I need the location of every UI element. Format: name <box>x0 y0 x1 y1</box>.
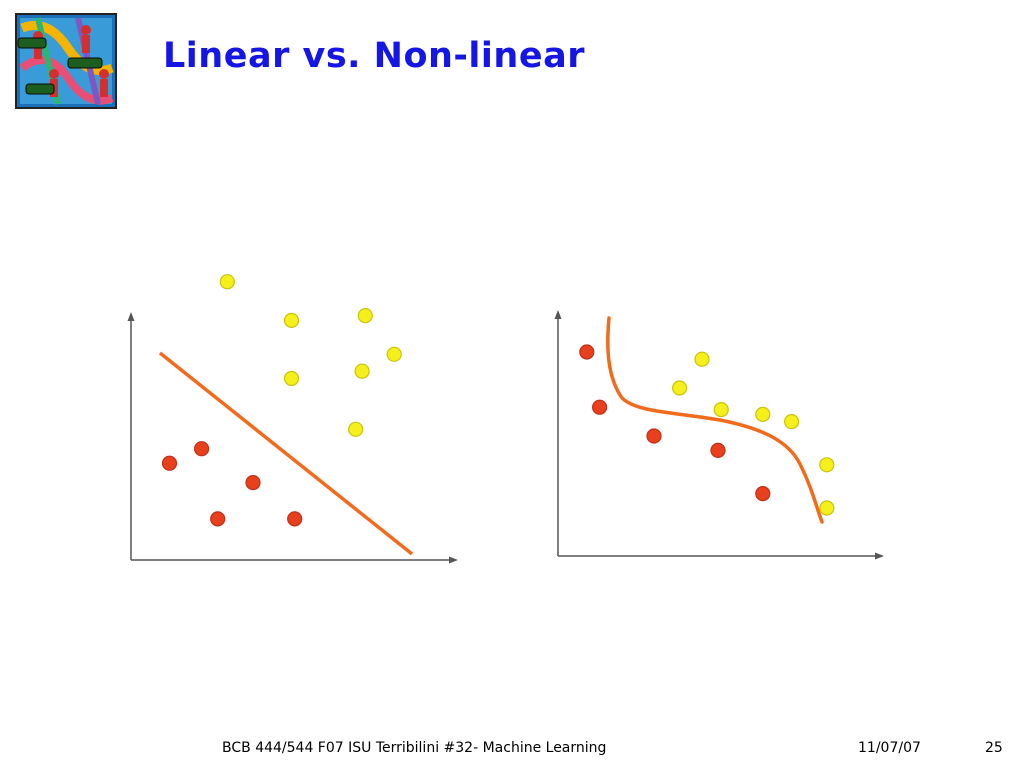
yellow-point <box>694 351 710 367</box>
red-point <box>710 442 726 458</box>
yellow-point <box>354 363 370 379</box>
yellow-point <box>713 402 729 418</box>
linear-decision-boundary <box>158 351 414 556</box>
dna-people-clipart-icon <box>15 13 117 109</box>
y-axis-arrowhead <box>127 312 135 321</box>
red-point <box>287 511 303 527</box>
red-point <box>579 344 595 360</box>
yellow-point <box>357 308 373 324</box>
x-axis-arrowhead <box>449 556 458 564</box>
red-point <box>646 428 662 444</box>
slide-title: Linear vs. Non-linear <box>163 36 585 76</box>
data-points <box>161 274 835 527</box>
nonlinear-decision-boundary <box>606 316 824 524</box>
footer-page-number: 25 <box>985 740 1003 756</box>
footer-date: 11/07/07 <box>858 740 921 756</box>
red-point <box>755 486 771 502</box>
yellow-point <box>283 370 300 387</box>
yellow-point <box>219 274 235 290</box>
yellow-point <box>348 421 364 437</box>
red-point <box>194 441 210 457</box>
footer-course: BCB 444/544 F07 ISU Terribilini #32- Mac… <box>222 740 607 756</box>
yellow-point <box>671 380 688 396</box>
y-axis-arrowhead <box>554 310 562 319</box>
yellow-point <box>819 457 835 473</box>
yellow-point <box>386 346 402 362</box>
yellow-point <box>819 500 835 516</box>
red-point <box>210 511 226 527</box>
red-point <box>245 475 261 491</box>
nonlinear-panel <box>554 310 884 560</box>
yellow-point <box>283 312 300 328</box>
red-point <box>591 399 608 415</box>
red-point <box>161 455 178 471</box>
linear-panel <box>127 312 458 564</box>
yellow-point <box>755 406 771 422</box>
x-axis-arrowhead <box>875 552 884 560</box>
yellow-point <box>783 414 800 430</box>
